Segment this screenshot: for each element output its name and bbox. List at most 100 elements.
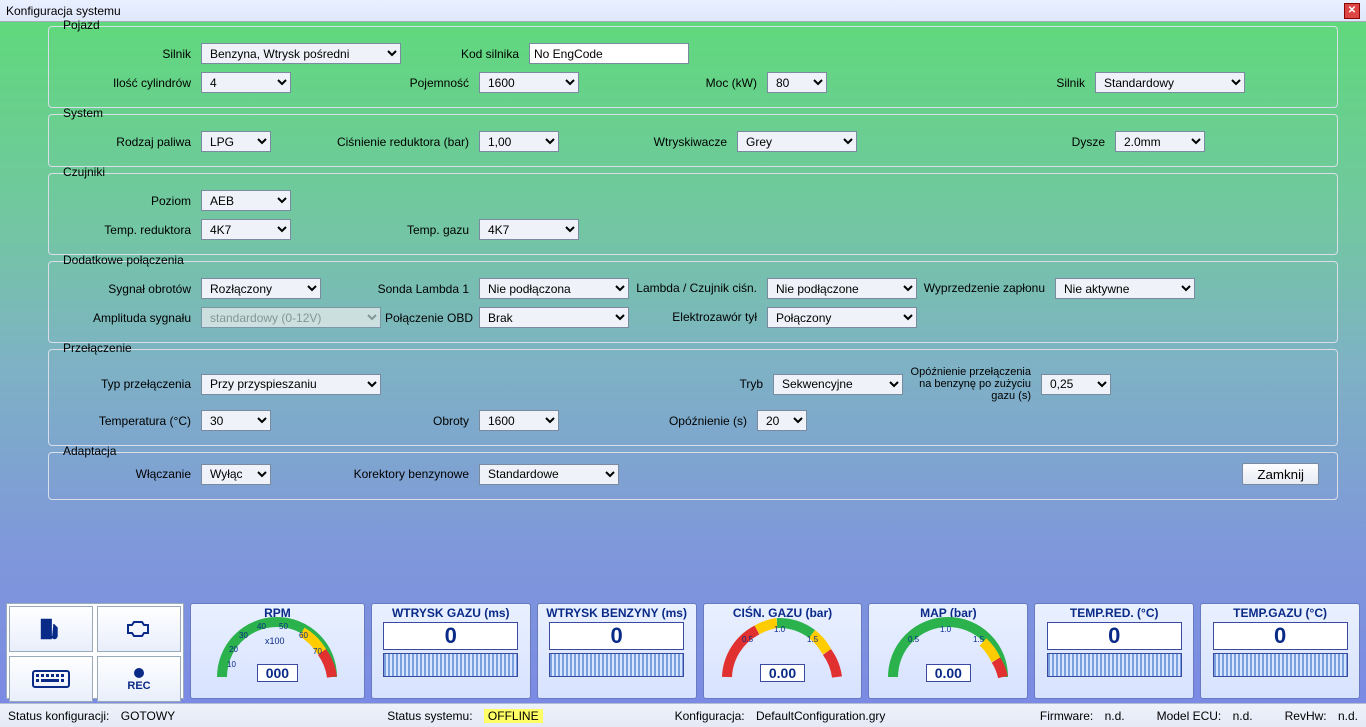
- adapt-correctors-select[interactable]: Standardowe: [479, 464, 619, 485]
- gauge-petrol-inj: WTRYSK BENZYNY (ms) 0: [537, 603, 697, 699]
- pressure-select[interactable]: 1,00: [479, 131, 559, 152]
- gauge-gas-inj-value: 0: [383, 622, 518, 650]
- gauge-temp-red-title: TEMP.RED. (°C): [1070, 606, 1159, 620]
- lambda-press-select[interactable]: Nie podłączone: [767, 278, 917, 299]
- engine2-select[interactable]: Standardowy: [1095, 72, 1245, 93]
- pressure-label: Ciśnienie reduktora (bar): [275, 135, 475, 149]
- svg-text:1.5: 1.5: [807, 635, 819, 644]
- gauge-gas-press-value: 0.00: [760, 664, 805, 682]
- rpm-signal-label: Sygnał obrotów: [67, 282, 197, 296]
- switch-mode-select[interactable]: Sekwencyjne: [773, 374, 903, 395]
- svg-text:1.0: 1.0: [940, 625, 952, 634]
- switch-delay-select[interactable]: 20: [757, 410, 807, 431]
- gauge-gas-inj-bar: [383, 653, 518, 677]
- fuel-label: Rodzaj paliwa: [67, 135, 197, 149]
- svg-text:70: 70: [313, 647, 322, 656]
- nozzles-select[interactable]: 2.0mm: [1115, 131, 1205, 152]
- group-connections: Dodatkowe połączenia Sygnał obrotów Rozł…: [48, 261, 1338, 343]
- level-select[interactable]: AEB: [201, 190, 291, 211]
- group-adaptation: Adaptacja Włączanie Wyłąc Korektory benz…: [48, 452, 1338, 500]
- obd-label: Połączenie OBD: [385, 311, 475, 325]
- svg-text:1.0: 1.0: [774, 625, 786, 634]
- firmware-value: n.d.: [1105, 709, 1125, 723]
- engine-code-input[interactable]: [529, 43, 689, 64]
- lambda-press-label: Lambda / Czujnik ciśn.: [633, 282, 763, 295]
- config-status-label: Status konfiguracji:: [8, 709, 109, 723]
- gauge-petrol-inj-value: 0: [549, 622, 684, 650]
- displacement-select[interactable]: 1600: [479, 72, 579, 93]
- power-label: Moc (kW): [583, 76, 763, 90]
- status-bar: Status konfiguracji: GOTOWY Status syste…: [0, 703, 1366, 727]
- temp-red-select[interactable]: 4K7: [201, 219, 291, 240]
- obd-select[interactable]: Brak: [479, 307, 629, 328]
- engine-label: Silnik: [67, 47, 197, 61]
- fuel-pump-icon: [37, 615, 65, 643]
- switch-type-select[interactable]: Przy przyspieszaniu: [201, 374, 381, 395]
- gauge-gas-inj-title: WTRYSK GAZU (ms): [392, 606, 510, 620]
- gauge-rpm-value: 000: [257, 664, 298, 682]
- gauge-temp-red-value: 0: [1047, 622, 1182, 650]
- group-adaptation-title: Adaptacja: [59, 444, 120, 458]
- adapt-enable-select[interactable]: Wyłąc: [201, 464, 271, 485]
- temp-gas-select[interactable]: 4K7: [479, 219, 579, 240]
- titlebar: Konfiguracja systemu ✕: [0, 0, 1366, 22]
- group-switching-title: Przełączenie: [59, 341, 136, 355]
- fuel-pump-button[interactable]: [9, 606, 93, 652]
- switch-type-label: Typ przełączenia: [67, 377, 197, 391]
- gauge-temp-gas-value: 0: [1213, 622, 1348, 650]
- group-system-title: System: [59, 106, 107, 120]
- ecu-label: Model ECU:: [1157, 709, 1222, 723]
- temp-gas-label: Temp. gazu: [295, 223, 475, 237]
- config-name-label: Konfiguracja:: [675, 709, 745, 723]
- gauge-petrol-inj-bar: [549, 653, 684, 677]
- gauge-temp-gas-title: TEMP.GAZU (°C): [1233, 606, 1327, 620]
- gauge-gas-inj: WTRYSK GAZU (ms) 0: [371, 603, 531, 699]
- record-button[interactable]: REC: [97, 656, 181, 702]
- ign-adv-label: Wyprzedzenie zapłonu: [921, 282, 1051, 295]
- adapt-enable-label: Włączanie: [67, 467, 197, 481]
- engine2-label: Silnik: [831, 76, 1091, 90]
- close-button[interactable]: Zamknij: [1242, 463, 1319, 485]
- config-name-value: DefaultConfiguration.gry: [756, 709, 885, 723]
- cylinders-label: Ilość cylindrów: [67, 76, 197, 90]
- revhw-label: RevHw:: [1285, 709, 1327, 723]
- temp-red-label: Temp. reduktora: [67, 223, 197, 237]
- engine-button[interactable]: [97, 606, 181, 652]
- record-icon: [132, 666, 146, 680]
- fuel-select[interactable]: LPG: [201, 131, 271, 152]
- gauge-temp-gas: TEMP.GAZU (°C) 0: [1200, 603, 1360, 699]
- gauge-map: MAP (bar) 0.5 1.0 1.5 0.00: [868, 603, 1028, 699]
- revhw-value: n.d.: [1338, 709, 1358, 723]
- injectors-label: Wtryskiwacze: [563, 135, 733, 149]
- dashboard: REC RPM 10 20 30 40 50 60 70 x100 000 WT…: [0, 603, 1366, 699]
- gauge-temp-red-bar: [1047, 653, 1182, 677]
- rear-valve-select[interactable]: Połączony: [767, 307, 917, 328]
- svg-text:20: 20: [229, 645, 238, 654]
- amplitude-select: standardowy (0-12V): [201, 307, 381, 328]
- engine-select[interactable]: Benzyna, Wtrysk pośredni: [201, 43, 401, 64]
- rpm-signal-select[interactable]: Rozłączony: [201, 278, 321, 299]
- cylinders-select[interactable]: 4: [201, 72, 291, 93]
- system-status-value: OFFLINE: [484, 709, 543, 723]
- gauge-rpm-arc: 10 20 30 40 50 60 70 x100 000: [195, 622, 360, 682]
- gauge-rpm: RPM 10 20 30 40 50 60 70 x100 000: [190, 603, 365, 699]
- injectors-select[interactable]: Grey: [737, 131, 857, 152]
- svg-text:50: 50: [279, 622, 288, 631]
- power-select[interactable]: 80: [767, 72, 827, 93]
- window-title: Konfiguracja systemu: [6, 4, 121, 18]
- window-close-button[interactable]: ✕: [1344, 3, 1360, 19]
- petrol-delay-label: Opóźnienie przełączenia na benzynę po zu…: [907, 366, 1037, 402]
- switch-rpm-select[interactable]: 1600: [479, 410, 559, 431]
- group-vehicle: Pojazd Silnik Benzyna, Wtrysk pośredni K…: [48, 26, 1338, 108]
- ign-adv-select[interactable]: Nie aktywne: [1055, 278, 1195, 299]
- engine-icon: [124, 617, 154, 641]
- petrol-delay-select[interactable]: 0,25: [1041, 374, 1111, 395]
- switch-temp-select[interactable]: 30: [201, 410, 271, 431]
- keyboard-button[interactable]: [9, 656, 93, 702]
- adapt-correctors-label: Korektory benzynowe: [275, 467, 475, 481]
- gauge-temp-gas-bar: [1213, 653, 1348, 677]
- gauge-gas-press: CIŚN. GAZU (bar) 0.5 1.0 1.5 0.00: [703, 603, 863, 699]
- svg-text:10: 10: [227, 660, 236, 669]
- lambda1-select[interactable]: Nie podłączona: [479, 278, 629, 299]
- rear-valve-label: Elektrozawór tył: [633, 311, 763, 324]
